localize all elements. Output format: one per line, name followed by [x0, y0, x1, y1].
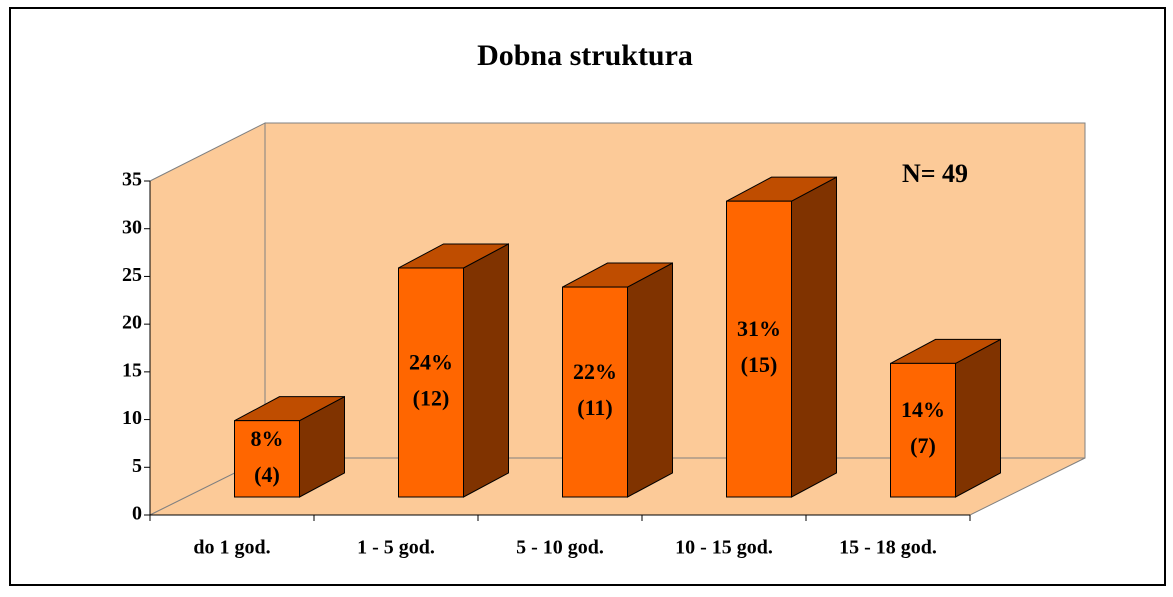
x-tick-label: 5 - 10 god. — [516, 537, 604, 559]
y-tick-label: 10 — [122, 407, 142, 429]
x-tick-label: 10 - 15 god. — [675, 537, 773, 559]
count-label: (4) — [254, 462, 280, 487]
y-tick-label: 25 — [122, 264, 142, 286]
value-label: 31% — [737, 316, 781, 341]
x-tick-label: 15 - 18 god. — [839, 537, 937, 559]
count-label: (15) — [741, 352, 778, 377]
count-label: (7) — [910, 433, 936, 458]
bar — [562, 286, 628, 498]
x-tick-label: do 1 god. — [193, 537, 270, 559]
bar-side — [627, 262, 673, 498]
x-tick-label: 1 - 5 god. — [357, 537, 435, 559]
count-label: (12) — [413, 386, 450, 411]
value-label: 24% — [409, 350, 453, 375]
y-tick-label: 35 — [122, 169, 142, 191]
value-label: 22% — [573, 359, 617, 384]
bar-side — [955, 338, 1001, 498]
bar — [890, 362, 956, 498]
y-tick-label: 30 — [122, 216, 142, 238]
y-tick-label: 15 — [122, 359, 142, 381]
y-tick-label: 0 — [132, 503, 142, 525]
annotation: N= 49 — [902, 159, 968, 188]
bar — [234, 420, 300, 498]
bar-side — [791, 176, 837, 498]
bar-side — [463, 243, 509, 498]
count-label: (11) — [577, 395, 612, 420]
value-label: 8% — [251, 426, 284, 451]
y-tick-label: 5 — [132, 455, 142, 477]
chart-title: Dobna struktura — [477, 39, 693, 72]
value-label: 14% — [901, 397, 945, 422]
bar — [398, 267, 464, 498]
y-tick-label: 20 — [122, 312, 142, 334]
bar — [726, 200, 792, 498]
